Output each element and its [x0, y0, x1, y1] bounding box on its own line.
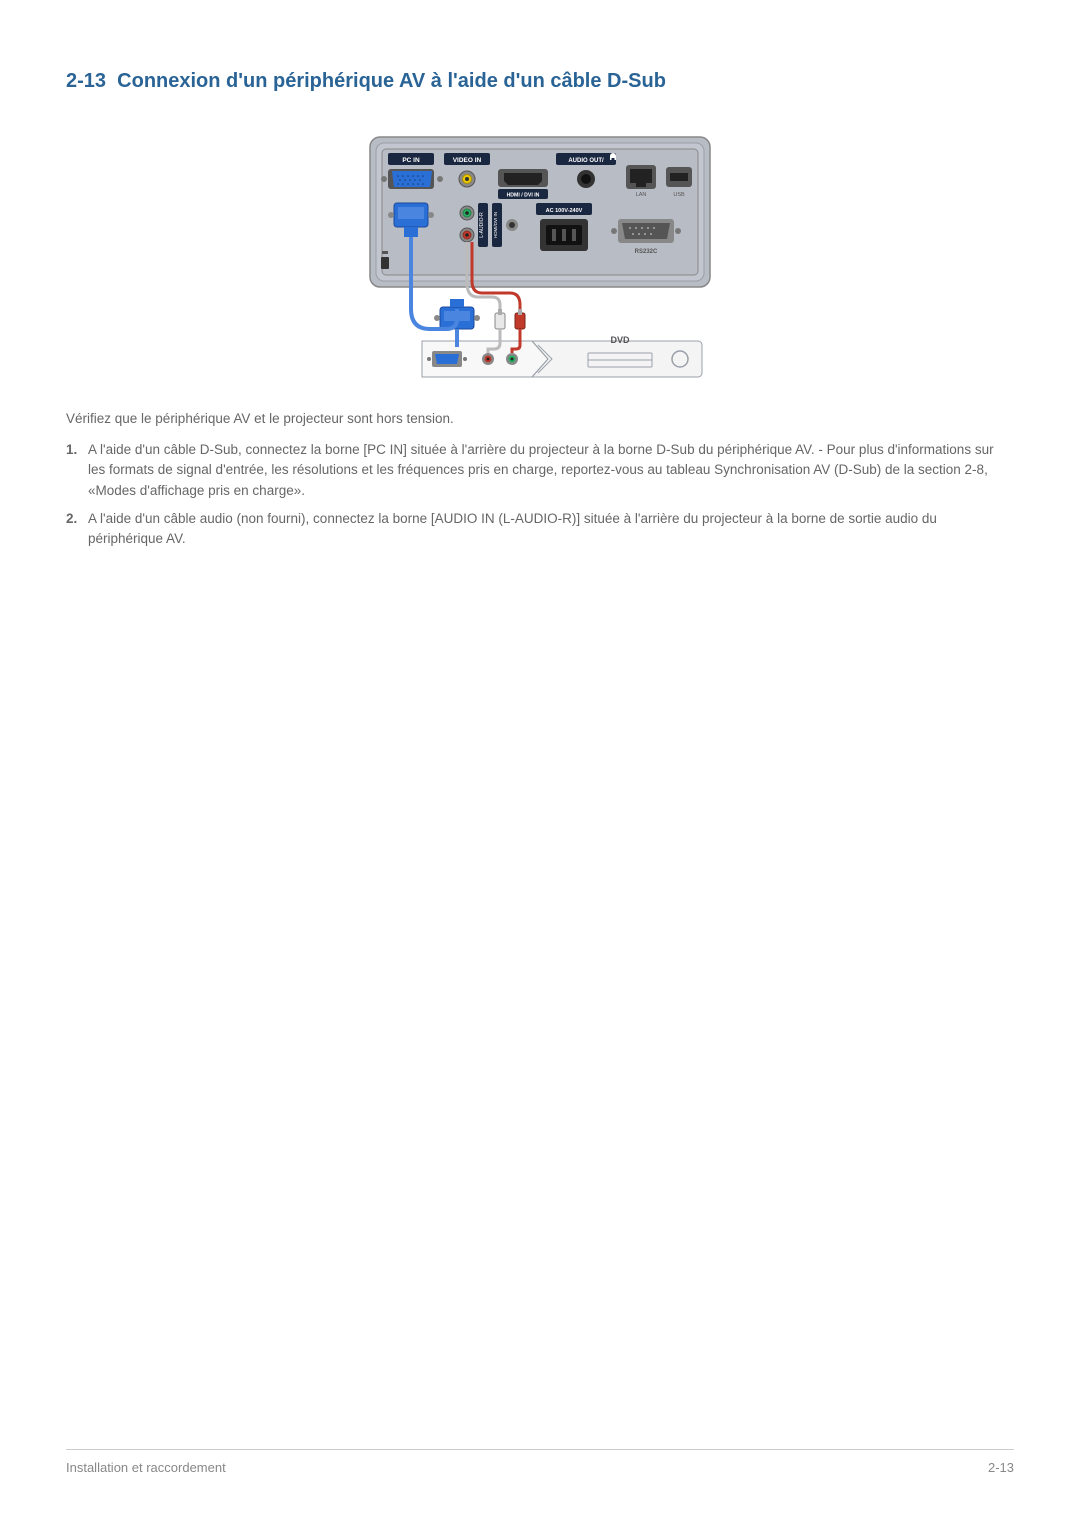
diagram-container: PC IN VIDEO IN AUDIO OUT/ [66, 133, 1014, 383]
label-pc-in: PC IN [402, 157, 420, 164]
footer-left: Installation et raccordement [66, 1460, 226, 1475]
label-l-audio-r: L-AUDIO-R [479, 212, 485, 238]
page: 2-13 Connexion d'un périphérique AV à l'… [0, 0, 1080, 549]
label-hdmi: HDMI / DVI IN [507, 193, 540, 199]
intro-text: Vérifiez que le périphérique AV et le pr… [66, 411, 1014, 426]
label-audio-out: AUDIO OUT/ [568, 158, 604, 164]
page-footer: Installation et raccordement 2-13 [66, 1449, 1014, 1475]
section-title: 2-13 Connexion d'un périphérique AV à l'… [66, 70, 1014, 93]
label-rs232c: RS232C [635, 249, 658, 255]
label-usb: USB [673, 192, 685, 198]
step-1-text: A l'aide d'un câble D-Sub, connectez la … [88, 442, 994, 498]
svg-text:HDMI/DVI IN: HDMI/DVI IN [493, 212, 498, 238]
steps-list: 1.A l'aide d'un câble D-Sub, connectez l… [66, 440, 1014, 549]
label-dvd: DVD [610, 335, 630, 345]
label-lan: LAN [636, 192, 647, 198]
step-1: 1.A l'aide d'un câble D-Sub, connectez l… [66, 440, 1014, 501]
section-title-text: Connexion d'un périphérique AV à l'aide … [117, 70, 666, 92]
footer-right: 2-13 [988, 1460, 1014, 1475]
step-2-text: A l'aide d'un câble audio (non fourni), … [88, 511, 937, 546]
step-2: 2.A l'aide d'un câble audio (non fourni)… [66, 509, 1014, 550]
section-number: 2-13 [66, 70, 106, 92]
connection-diagram: PC IN VIDEO IN AUDIO OUT/ [360, 133, 720, 383]
label-ac: AC 100V-240V [546, 208, 583, 214]
label-video-in: VIDEO IN [453, 157, 482, 164]
